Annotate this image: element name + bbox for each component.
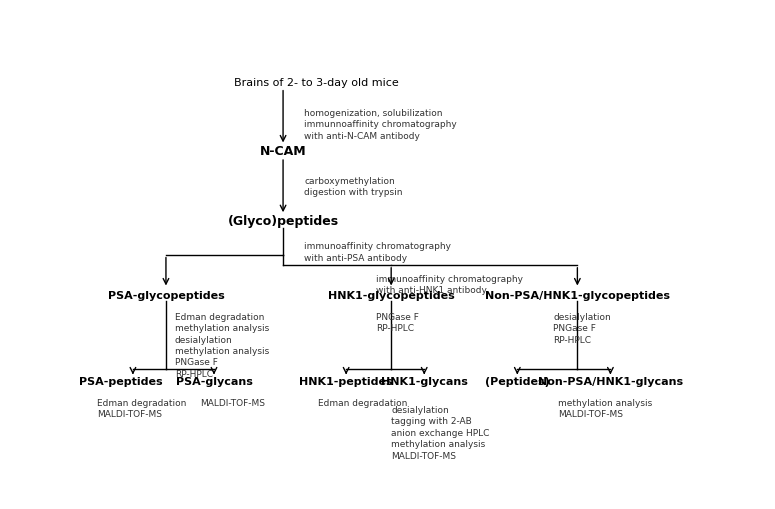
- Text: PSA-peptides: PSA-peptides: [79, 378, 163, 387]
- Text: Edman degradation
methylation analysis
desialylation
methylation analysis
PNGase: Edman degradation methylation analysis d…: [175, 313, 269, 379]
- Text: HNK1-glycopeptides: HNK1-glycopeptides: [328, 291, 455, 301]
- Text: HNK1-glycans: HNK1-glycans: [381, 378, 467, 387]
- Text: PSA-glycans: PSA-glycans: [176, 378, 253, 387]
- Text: PSA-glycopeptides: PSA-glycopeptides: [108, 291, 224, 301]
- Text: desialylation
PNGase F
RP-HPLC: desialylation PNGase F RP-HPLC: [553, 313, 611, 345]
- Text: Edman degradation
MALDI-TOF-MS: Edman degradation MALDI-TOF-MS: [97, 399, 186, 419]
- Text: Non-PSA/HNK1-glycans: Non-PSA/HNK1-glycans: [538, 378, 683, 387]
- Text: immunoaffinity chromatography
with anti-PSA antibody: immunoaffinity chromatography with anti-…: [304, 242, 451, 263]
- Text: (Glyco)peptides: (Glyco)peptides: [228, 215, 339, 228]
- Text: MALDI-TOF-MS: MALDI-TOF-MS: [200, 399, 265, 408]
- Text: (Peptides): (Peptides): [485, 378, 549, 387]
- Text: PNGase F
RP-HPLC: PNGase F RP-HPLC: [376, 313, 419, 333]
- Text: immunoaffinity chromatography
with anti-HNK1 antibody: immunoaffinity chromatography with anti-…: [376, 275, 523, 295]
- Text: Edman degradation: Edman degradation: [318, 399, 408, 408]
- Text: HNK1-peptides: HNK1-peptides: [299, 378, 393, 387]
- Text: methylation analysis
MALDI-TOF-MS: methylation analysis MALDI-TOF-MS: [558, 399, 653, 419]
- Text: desialylation
tagging with 2-AB
anion exchange HPLC
methylation analysis
MALDI-T: desialylation tagging with 2-AB anion ex…: [391, 406, 490, 461]
- Text: Non-PSA/HNK1-glycopeptides: Non-PSA/HNK1-glycopeptides: [485, 291, 670, 301]
- Text: homogenization, solubilization
immunnoaffinity chromatography
with anti-N-CAM an: homogenization, solubilization immunnoaf…: [304, 109, 456, 141]
- Text: N-CAM: N-CAM: [260, 145, 306, 158]
- Text: carboxymethylation
digestion with trypsin: carboxymethylation digestion with trypsi…: [304, 177, 402, 197]
- Text: Brains of 2- to 3-day old mice: Brains of 2- to 3-day old mice: [234, 78, 398, 88]
